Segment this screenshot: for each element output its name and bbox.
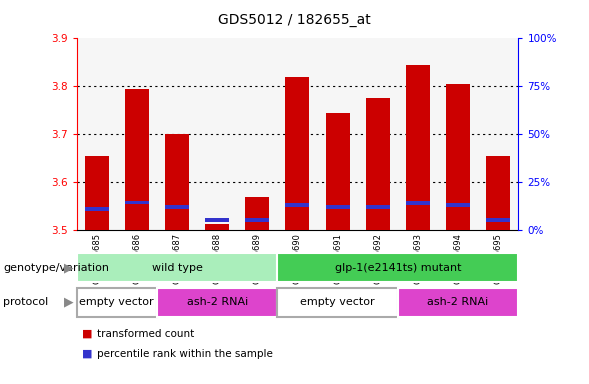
Bar xyxy=(358,38,398,230)
Text: protocol: protocol xyxy=(3,297,48,308)
Bar xyxy=(205,224,229,230)
Bar xyxy=(157,288,277,317)
Text: empty vector: empty vector xyxy=(300,297,375,308)
Text: ash-2 RNAi: ash-2 RNAi xyxy=(428,297,489,308)
Text: GDS5012 / 182655_at: GDS5012 / 182655_at xyxy=(218,13,371,27)
Bar xyxy=(165,134,189,230)
Text: ▶: ▶ xyxy=(64,296,74,309)
Bar xyxy=(438,38,478,230)
Text: glp-1(e2141ts) mutant: glp-1(e2141ts) mutant xyxy=(335,263,461,273)
Text: ■: ■ xyxy=(82,349,93,359)
Bar xyxy=(286,77,309,230)
Bar xyxy=(398,38,438,230)
Bar xyxy=(486,156,510,230)
Bar xyxy=(117,38,157,230)
Bar xyxy=(77,253,277,282)
Bar xyxy=(165,205,189,209)
Text: empty vector: empty vector xyxy=(80,297,154,308)
Bar xyxy=(85,156,109,230)
Bar xyxy=(317,38,358,230)
Bar xyxy=(277,38,317,230)
Bar xyxy=(77,38,117,230)
Text: ▶: ▶ xyxy=(64,262,74,274)
Bar xyxy=(205,218,229,222)
Bar xyxy=(245,218,269,222)
Bar xyxy=(125,89,149,230)
Text: ■: ■ xyxy=(82,329,93,339)
Bar xyxy=(245,197,269,230)
Text: genotype/variation: genotype/variation xyxy=(3,263,109,273)
Bar xyxy=(286,203,309,207)
Bar xyxy=(366,205,390,209)
Bar xyxy=(478,38,518,230)
Bar xyxy=(398,288,518,317)
Text: ash-2 RNAi: ash-2 RNAi xyxy=(187,297,248,308)
Bar xyxy=(237,38,277,230)
Bar xyxy=(406,201,430,205)
Bar xyxy=(277,253,518,282)
Bar xyxy=(326,113,350,230)
Bar xyxy=(157,38,197,230)
Bar xyxy=(77,288,157,317)
Bar xyxy=(85,207,109,211)
Text: transformed count: transformed count xyxy=(97,329,194,339)
Bar xyxy=(277,288,398,317)
Bar xyxy=(197,38,237,230)
Text: percentile rank within the sample: percentile rank within the sample xyxy=(97,349,273,359)
Bar xyxy=(486,218,510,222)
Bar xyxy=(125,201,149,205)
Bar xyxy=(326,205,350,209)
Bar xyxy=(446,203,470,207)
Bar xyxy=(406,65,430,230)
Bar xyxy=(446,84,470,230)
Bar xyxy=(366,98,390,230)
Text: wild type: wild type xyxy=(151,263,203,273)
